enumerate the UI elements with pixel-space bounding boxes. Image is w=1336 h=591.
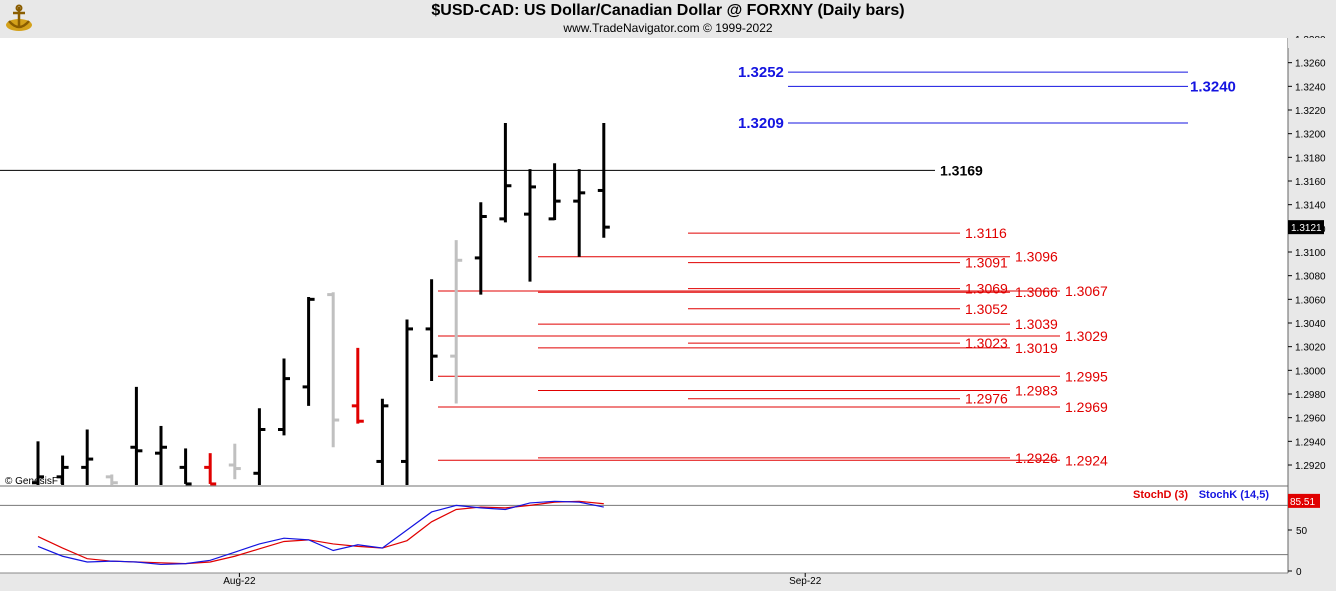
- price-bar: [351, 347, 364, 424]
- price-panel: [0, 38, 1288, 485]
- level-label: 1.2995: [1065, 368, 1108, 384]
- level-label: 1.2924: [1065, 452, 1108, 468]
- stochastic-panel: [0, 487, 1288, 573]
- level-label: 1.3252: [738, 64, 784, 81]
- last-stoch-label: 85.51: [1290, 497, 1315, 508]
- stoch-tick-label: 0: [1296, 567, 1302, 578]
- date-axis: Aug-22 Sep-22: [223, 573, 822, 587]
- level-label: 1.3116: [965, 225, 1007, 241]
- price-bar: [573, 169, 586, 257]
- last-stoch-box: [1288, 493, 1320, 508]
- level-label: 1.3023: [965, 335, 1008, 351]
- price-bar: [228, 443, 241, 480]
- price-bar: [524, 169, 536, 282]
- price-bar: [499, 123, 512, 223]
- price-bar: [56, 455, 69, 485]
- level-label: 1.2926: [1015, 450, 1058, 466]
- y-tick-label: 1.2960: [1295, 414, 1326, 425]
- anchor-logo-icon: [6, 4, 32, 31]
- level-label: 1.3039: [1015, 316, 1058, 332]
- y-tick-label: 1.3060: [1295, 295, 1326, 306]
- level-label: 1.3066: [1015, 284, 1058, 300]
- stochk-legend: StochK (14,5): [1199, 489, 1270, 501]
- price-bar: [425, 279, 438, 381]
- y-tick-label: 1.2940: [1295, 437, 1326, 448]
- level-label: 1.3019: [1015, 340, 1058, 356]
- y-tick-label: 1.3160: [1295, 177, 1326, 188]
- price-bar: [548, 163, 561, 221]
- price-bar: [327, 292, 340, 448]
- y-tick-label: 1.3080: [1295, 272, 1326, 283]
- price-bar: [105, 474, 118, 485]
- x-tick-label: Sep-22: [789, 576, 822, 587]
- y-tick-label: 1.3020: [1295, 343, 1326, 354]
- price-bar: [401, 319, 413, 485]
- level-label: 1.2969: [1065, 399, 1108, 415]
- price-bar: [278, 358, 290, 436]
- stoch-tick-label: 50: [1296, 526, 1308, 537]
- price-bar: [204, 453, 217, 486]
- price-bar: [130, 386, 143, 485]
- y-tick-label: 1.2920: [1295, 461, 1326, 472]
- stochk-line: [37, 500, 604, 566]
- price-bar: [376, 398, 389, 485]
- chart-title: $USD-CAD: US Dollar/Canadian Dollar @ FO…: [431, 2, 905, 19]
- price-bar: [597, 123, 610, 238]
- level-label: 1.2983: [1015, 382, 1058, 398]
- watermark: © GenesisFT: [5, 476, 64, 487]
- y-tick-label: 1.3220: [1295, 106, 1326, 117]
- chart-header: $USD-CAD: US Dollar/Canadian Dollar @ FO…: [0, 0, 1336, 38]
- y-tick-label: 1.2980: [1295, 390, 1326, 401]
- stochastic-lines: 50 0 85.51: [0, 493, 1320, 578]
- x-tick-label: Aug-22: [223, 576, 256, 587]
- y-tick-label: 1.3040: [1295, 319, 1326, 330]
- level-label: 1.3067: [1065, 283, 1108, 299]
- price-bar: [81, 429, 94, 485]
- price-bar: [474, 202, 487, 295]
- y-tick-label: 1.3200: [1295, 130, 1326, 141]
- level-label: 1.2976: [965, 391, 1008, 407]
- level-label: 1.3052: [965, 301, 1008, 317]
- y-tick-label: 1.3240: [1295, 82, 1326, 93]
- price-bar: [179, 448, 192, 486]
- level-label: 1.3240: [1190, 78, 1236, 95]
- last-price-box: [1288, 220, 1324, 235]
- price-bars: [32, 123, 610, 486]
- level-label: 1.3169: [940, 162, 983, 178]
- price-bar: [302, 296, 315, 406]
- price-bar: [155, 425, 167, 485]
- price-bar: [253, 408, 266, 485]
- y-tick-label: 1.3100: [1295, 248, 1326, 259]
- level-label: 1.3091: [965, 255, 1008, 271]
- level-label: 1.3096: [1015, 249, 1058, 265]
- y-tick-label: 1.3180: [1295, 153, 1326, 164]
- stochd-legend: StochD (3): [1133, 489, 1188, 501]
- chart-subtitle: www.TradeNavigator.com © 1999-2022: [563, 21, 773, 35]
- price-bar: [450, 240, 463, 404]
- price-axis: 1.32801.32601.32401.32201.32001.31801.31…: [1288, 35, 1326, 472]
- last-price-label: 1.3121: [1291, 223, 1322, 234]
- level-label: 1.3209: [738, 115, 784, 132]
- level-label: 1.3029: [1065, 328, 1108, 344]
- y-tick-label: 1.3260: [1295, 59, 1326, 70]
- price-bar: [32, 441, 44, 485]
- y-tick-label: 1.3000: [1295, 366, 1326, 377]
- y-tick-label: 1.3140: [1295, 201, 1326, 212]
- level-label: 1.3069: [965, 281, 1008, 297]
- level-lines: 1.3252 1.3240 1.3209 1.3169 1.3116 1.3096 1.30…: [0, 64, 1236, 468]
